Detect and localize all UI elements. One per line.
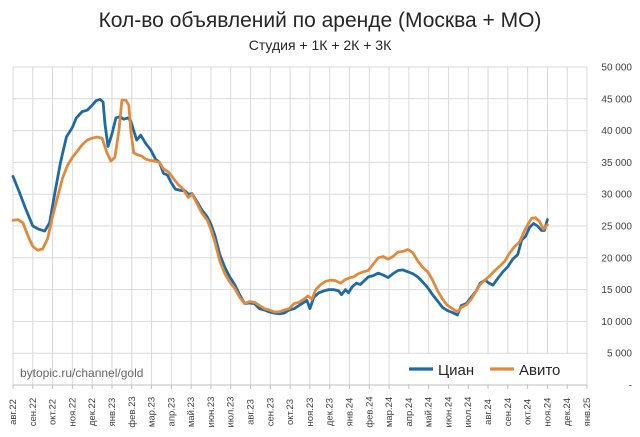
x-tick-label: июл.24: [463, 397, 474, 428]
series-line-cian: [11, 98, 549, 317]
y-tick-label: 50 000: [601, 63, 632, 74]
x-tick-label: мар.23: [147, 397, 158, 427]
y-tick-label: 15 000: [601, 285, 632, 296]
series-lines: [11, 98, 549, 317]
x-tick-label: янв.25: [582, 398, 593, 427]
x-tick-label: янв.24: [344, 398, 355, 427]
y-tick-label: 20 000: [601, 253, 632, 264]
gridlines: [12, 66, 588, 385]
x-tick-label: дек.22: [87, 398, 98, 426]
x-tick-label: май.24: [424, 397, 435, 427]
x-tick-label: дек.24: [562, 398, 573, 426]
x-tick-label: авг.24: [483, 399, 494, 425]
x-tick-label: окт.24: [523, 399, 534, 425]
x-tick-label: сен.24: [503, 398, 514, 427]
y-tick-label: 35 000: [601, 158, 632, 169]
x-tick-label: сен.22: [28, 398, 39, 427]
watermark-text: bytopic.ru/channel/gold: [20, 366, 143, 380]
x-tick-label: июн.23: [206, 397, 217, 428]
chart-title: Кол-во объявлений по аренде (Москва + МО…: [99, 9, 542, 32]
x-tick-label: фев.23: [127, 396, 138, 427]
x-tick-label: ноя.24: [542, 398, 553, 427]
y-tick-label: -: [629, 381, 632, 392]
x-tick-label: июн.24: [443, 397, 454, 428]
x-tick-label: авг.23: [246, 399, 257, 425]
x-tick-label: ноя.23: [305, 398, 316, 427]
x-tick-label: апр.24: [404, 398, 415, 427]
x-tick-label: сен.23: [265, 398, 276, 427]
x-tick-label: окт.22: [48, 399, 59, 425]
x-tick-label: ноя.22: [67, 398, 78, 427]
x-tick-label: дек.23: [325, 398, 336, 426]
y-tick-label: 5 000: [607, 349, 632, 360]
x-tick-label: янв.23: [107, 398, 118, 427]
x-tick-label: фев.24: [364, 396, 375, 427]
y-tick-label: 10 000: [601, 317, 632, 328]
y-tick-label: 25 000: [601, 222, 632, 233]
x-tick-label: мар.24: [384, 397, 395, 427]
series-line-avito: [11, 98, 549, 314]
chart-subtitle: Студия + 1К + 2К + 3К: [249, 37, 392, 53]
x-tick-label: авг.22: [8, 399, 19, 425]
y-tick-label: 40 000: [601, 126, 632, 137]
y-tick-label: 45 000: [601, 94, 632, 105]
legend-label-cian: Циан: [438, 362, 474, 379]
x-tick-label: июл.23: [226, 397, 237, 428]
y-axis: - 5 000 10 000 15 000 20 000 25 000 30 000 35 0…: [601, 63, 632, 392]
y-tick-label: 30 000: [601, 190, 632, 201]
x-tick-label: окт.23: [285, 399, 296, 425]
x-tick-label: май.23: [186, 397, 197, 427]
legend-label-avito: Авито: [519, 362, 560, 379]
x-tick-label: апр.23: [166, 398, 177, 427]
x-axis: авг.22 сен.22 окт.22 ноя.22 дек.22 янв.23 фев.…: [8, 384, 593, 428]
legend: Циан Авито: [401, 354, 581, 384]
